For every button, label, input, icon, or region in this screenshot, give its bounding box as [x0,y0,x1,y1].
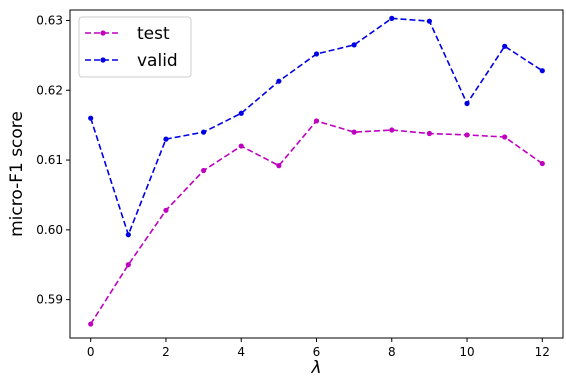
series-test [88,118,545,327]
y-tick-label: 0.63 [36,13,63,27]
series-layer [88,15,545,327]
data-point-valid [502,43,508,49]
series-line-test [90,120,543,325]
data-point-test [464,132,470,138]
plot-frame [69,9,564,339]
legend-marker [100,30,106,36]
x-tick-label: 0 [87,345,95,359]
legend-item-valid: valid [85,51,178,71]
data-point-test [238,143,244,149]
data-point-valid [389,15,395,21]
series-valid [88,15,545,238]
data-point-valid [313,51,320,57]
x-tick-label: 10 [459,345,474,359]
x-tick-label: 4 [237,345,245,359]
data-point-test [539,160,545,167]
data-point-valid [276,78,282,84]
legend-box [78,16,192,78]
data-point-valid [88,115,94,121]
data-point-test [389,127,395,133]
data-point-test [200,167,207,174]
y-tick-label: 0.61 [36,153,63,167]
data-point-valid [464,100,470,107]
data-point-valid [539,68,545,74]
x-axis-label: λ [310,358,321,378]
x-tick-label: 12 [535,345,550,359]
data-point-valid [351,42,357,48]
data-point-test [276,163,282,169]
y-tick-label: 0.62 [36,83,63,97]
data-point-valid [200,129,207,135]
data-point-test [351,129,357,135]
legend-label: test [137,24,170,44]
data-point-test [125,262,131,268]
legend-marker [100,57,106,63]
data-point-test [502,134,508,140]
data-point-test [313,118,320,124]
data-point-valid [163,136,169,142]
axis-ticks: 0 2 4 6 8 10 12 0.59 0.60 0.61 0.62 0.63 [36,13,550,359]
data-point-test [426,130,433,137]
legend-label: valid [137,51,178,71]
data-point-valid [125,232,131,238]
y-tick-label: 0.59 [36,293,63,307]
legend: test valid [78,16,192,78]
x-tick-label: 6 [313,345,321,359]
legend-item-test: test [85,24,170,44]
data-point-valid [426,18,433,24]
data-point-test [163,207,169,213]
data-point-test [88,321,94,327]
y-axis-label: micro-F1 score [7,111,27,237]
data-point-valid [238,110,244,116]
x-tick-label: 2 [162,345,170,359]
y-tick-label: 0.60 [36,223,63,237]
x-tick-label: 8 [388,345,396,359]
